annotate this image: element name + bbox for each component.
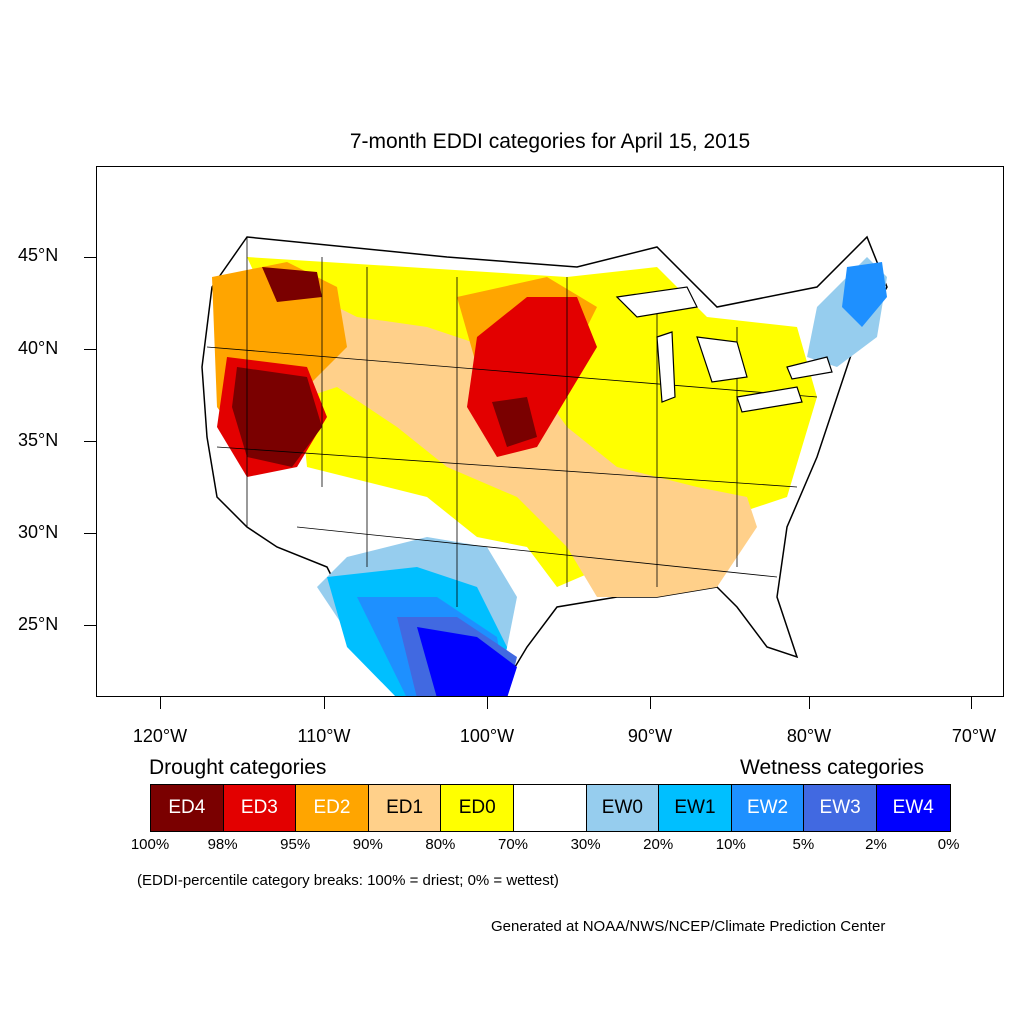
legend-box-neutral — [513, 785, 587, 831]
percentile-label: 98% — [207, 836, 238, 853]
lon-tick-120 — [160, 697, 161, 709]
map-title: 7-month EDDI categories for April 15, 20… — [349, 130, 751, 153]
legend-box-ew2: EW2 — [731, 785, 805, 831]
lon-label-70: 70°W — [951, 726, 997, 746]
legend-box-ed1: ED1 — [368, 785, 442, 831]
percentile-label: 70% — [497, 836, 529, 853]
map-area — [96, 166, 1004, 697]
legend-box-ew1: EW1 — [659, 785, 732, 831]
legend-box-ew0: EW0 — [586, 785, 660, 831]
lat-label-35: 35°N — [18, 430, 59, 450]
percentile-label: 10% — [715, 836, 746, 853]
credit: Generated at NOAA/NWS/NCEP/Climate Predi… — [491, 918, 886, 935]
lon-tick-70 — [971, 697, 972, 709]
percentile-label: 5% — [792, 836, 815, 853]
percentile-label: 0% — [937, 836, 960, 853]
lat-label-45: 45°N — [18, 245, 59, 265]
percentile-label: 80% — [425, 836, 456, 853]
category-legend: ED4 ED3 ED2 ED1 ED0 EW0 EW1 EW2 EW3 EW4 — [150, 784, 951, 832]
lat-tick-35 — [84, 441, 96, 442]
legend-box-ew3: EW3 — [804, 785, 877, 831]
footnote: (EDDI-percentile category breaks: 100% =… — [137, 872, 559, 889]
percentile-label: 30% — [570, 836, 601, 853]
lon-label-90: 90°W — [627, 726, 673, 746]
drought-categories-heading: Drought categories — [149, 756, 327, 779]
lon-label-110: 110°W — [297, 726, 351, 746]
lon-tick-90 — [650, 697, 651, 709]
legend-box-ed3: ED3 — [223, 785, 297, 831]
legend-box-ed2: ED2 — [296, 785, 369, 831]
percentile-label: 95% — [280, 836, 311, 853]
percentile-label: 100% — [130, 836, 170, 853]
percentile-label: 20% — [643, 836, 674, 853]
lat-tick-40 — [84, 349, 96, 350]
legend-box-ed4: ED4 — [151, 785, 224, 831]
legend-box-ew4: EW4 — [876, 785, 950, 831]
percentile-label: 2% — [865, 836, 887, 853]
lon-label-80: 80°W — [786, 726, 832, 746]
lon-tick-80 — [809, 697, 810, 709]
lat-tick-25 — [84, 625, 96, 626]
percentile-label: 90% — [352, 836, 383, 853]
lat-label-25: 25°N — [18, 614, 59, 634]
lat-label-30: 30°N — [18, 522, 59, 542]
legend-box-ed0: ED0 — [441, 785, 514, 831]
lat-tick-45 — [84, 257, 96, 258]
lon-tick-100 — [487, 697, 488, 709]
lat-tick-30 — [84, 533, 96, 534]
conus-map — [201, 235, 888, 696]
lon-tick-110 — [324, 697, 325, 709]
lon-label-100: 100°W — [459, 726, 515, 746]
lon-label-120: 120°W — [132, 726, 188, 746]
wetness-categories-heading: Wetness categories — [740, 756, 925, 779]
lat-label-40: 40°N — [18, 338, 59, 358]
